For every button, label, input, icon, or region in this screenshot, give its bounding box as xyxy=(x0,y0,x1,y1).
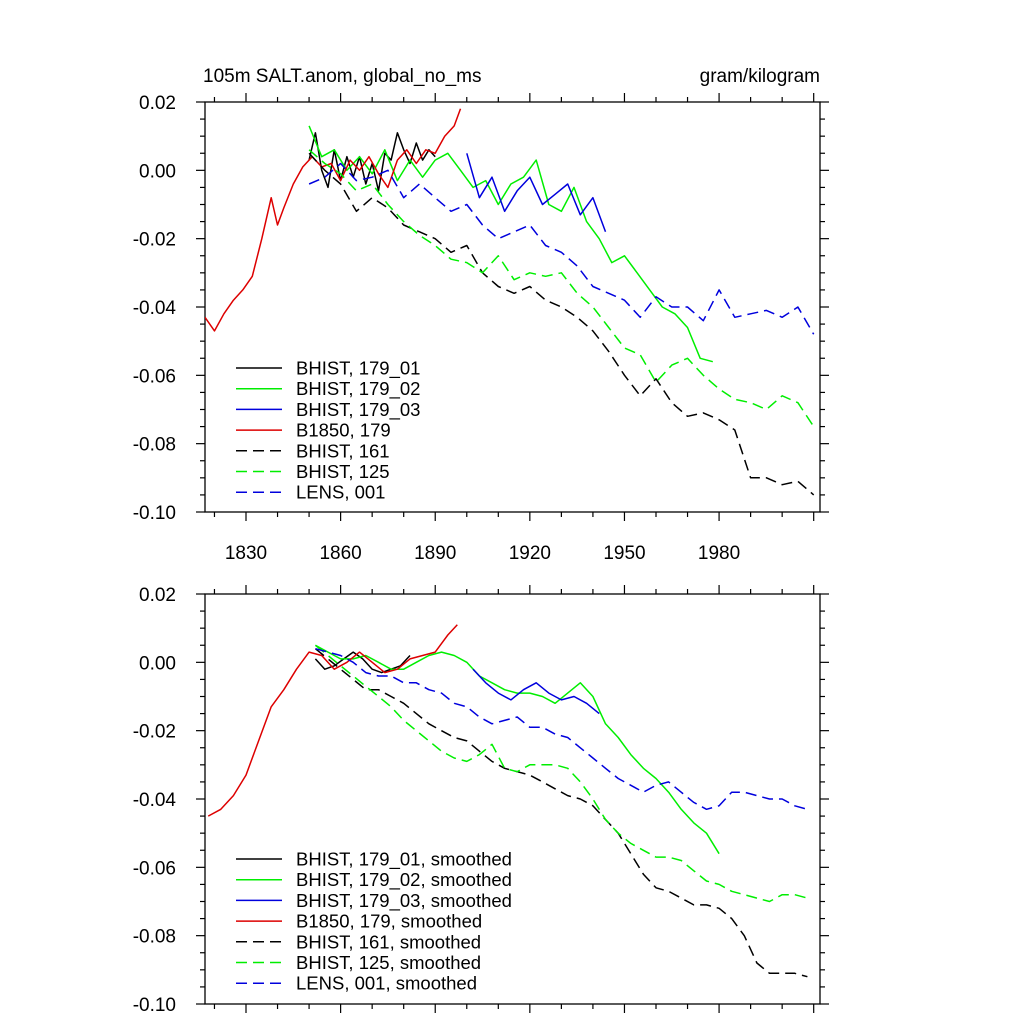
plot-area xyxy=(205,108,815,496)
y-tick-label: 0.02 xyxy=(139,585,176,606)
y-tick-label: -0.08 xyxy=(133,927,176,948)
y-tick-label: 0.00 xyxy=(139,161,176,182)
y-tick-label: -0.10 xyxy=(133,503,176,524)
series-line xyxy=(207,624,458,817)
series-line xyxy=(308,149,815,428)
y-tick-label: -0.10 xyxy=(133,995,176,1016)
y-tick-label: -0.04 xyxy=(133,790,177,811)
legend-label: BHIST, 179_01 xyxy=(296,358,420,380)
legend-label: B1850, 179 xyxy=(296,420,391,441)
legend-label: BHIST, 161 xyxy=(296,440,390,461)
x-tick-label: 1980 xyxy=(698,543,740,564)
legend-label: BHIST, 179_02 xyxy=(296,378,420,400)
y-tick-label: -0.06 xyxy=(133,858,176,879)
x-tick-label: 1830 xyxy=(225,543,267,564)
legend-label: BHIST, 179_03 xyxy=(296,399,420,421)
legend-label: LENS, 001, smoothed xyxy=(296,973,477,994)
x-tick-label: 1920 xyxy=(509,543,551,564)
top-panel-units: gram/kilogram xyxy=(700,66,820,87)
series-line xyxy=(314,648,808,978)
x-tick-label: 1890 xyxy=(414,543,456,564)
series-line xyxy=(314,644,808,903)
series-line xyxy=(472,668,600,715)
legend-label: BHIST, 125 xyxy=(296,461,390,482)
y-tick-label: -0.02 xyxy=(133,722,176,743)
legend-label: LENS, 001 xyxy=(296,482,385,503)
top-panel: 105m SALT.anom, global_no_ms gram/kilogr… xyxy=(133,66,829,564)
series-line xyxy=(308,152,815,496)
series-line xyxy=(466,153,607,233)
y-tick-label: 0.00 xyxy=(139,653,176,674)
series-line xyxy=(205,108,462,332)
y-tick-label: -0.06 xyxy=(133,366,176,387)
legend-label: BHIST, 179_01, smoothed xyxy=(296,849,512,871)
series-line xyxy=(308,125,713,363)
top-panel-title: 105m SALT.anom, global_no_ms xyxy=(203,66,481,87)
series-line xyxy=(315,644,720,855)
series-line xyxy=(315,647,808,811)
y-tick-label: -0.02 xyxy=(133,230,176,251)
bottom-panel: 0.02 0.00 -0.02 -0.04 -0.06 -0.08 -0.10 BHIST, … xyxy=(133,585,829,1016)
legend-label: BHIST, 161, smoothed xyxy=(296,931,481,952)
y-tick-label: -0.08 xyxy=(133,435,176,456)
plot-area xyxy=(207,624,808,978)
legend-label: BHIST, 179_03, smoothed xyxy=(296,890,512,912)
legend-label: B1850, 179, smoothed xyxy=(296,911,482,932)
legend-label: BHIST, 125, smoothed xyxy=(296,952,481,973)
x-tick-label: 1950 xyxy=(603,543,645,564)
series-line xyxy=(308,162,815,335)
y-tick-label: -0.04 xyxy=(133,298,177,319)
legend-label: BHIST, 179_02, smoothed xyxy=(296,869,512,891)
y-tick-label: 0.02 xyxy=(139,93,176,114)
x-tick-label: 1860 xyxy=(319,543,361,564)
series-line xyxy=(314,651,411,674)
